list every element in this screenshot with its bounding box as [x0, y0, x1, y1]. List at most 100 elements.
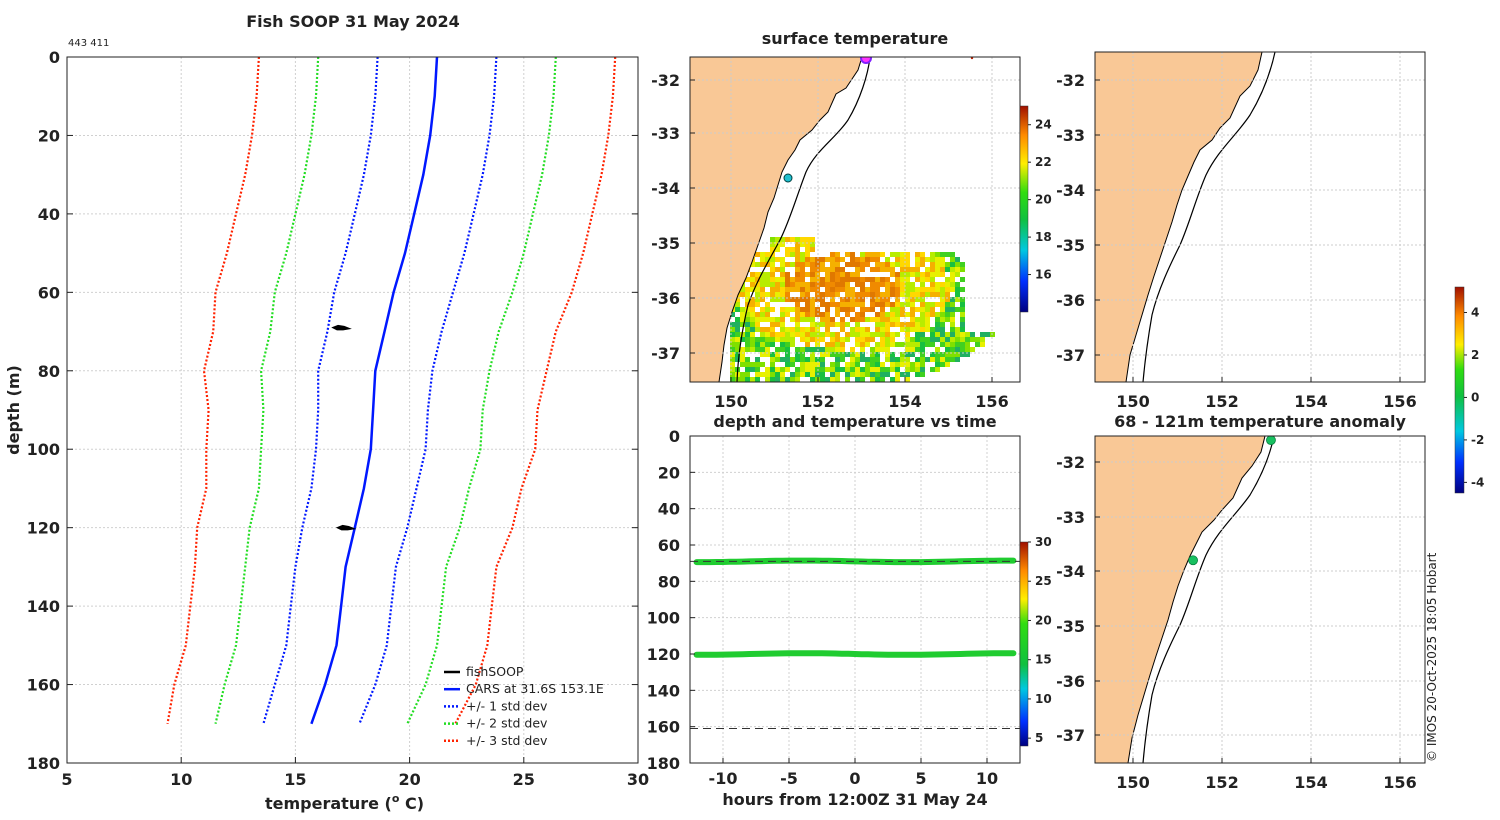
ts-xtick-label: 5 — [915, 769, 926, 788]
colorbar-tick-label: 30 — [1035, 535, 1052, 549]
map-ytick-label: -35 — [1056, 236, 1085, 255]
position-map-ticks: 150 152 154 156 -32 -33 -34 -35 -36 -37 — [1056, 71, 1417, 411]
colorbar-tick-label: 25 — [1035, 574, 1052, 588]
ts-ytick-label: 80 — [658, 572, 680, 591]
profile-grid — [66, 56, 639, 764]
profile-xlabel-tail: C) — [399, 794, 424, 813]
time-series-xlabel: hours from 12:00Z 31 May 24 — [722, 790, 987, 809]
surface-temperature-map: surface temperature 150 152 154 156 -32 -33 -3… — [651, 29, 1052, 411]
anomaly-map-ticks: 150 152 154 156 -32 -33 -34 -35 -36 -37 — [1056, 453, 1417, 792]
depth-time-chart: depth and temperature vs time -10 -5 0 5 100… — [647, 412, 1052, 809]
legend-label: +/- 2 std dev — [466, 716, 548, 731]
colorbar-tick-label: 20 — [1035, 193, 1052, 207]
ts-ytick-label: 160 — [647, 718, 680, 737]
profile-xtick-label: 5 — [61, 770, 72, 789]
map-ytick-label: -36 — [651, 289, 680, 308]
ts-ytick-label: 20 — [658, 463, 680, 482]
legend-label: CARS at 31.6S 153.1E — [466, 681, 604, 696]
colorbar-tick-label: 24 — [1035, 118, 1052, 132]
surface-map-isobath — [736, 57, 871, 382]
anomaly-points — [1188, 436, 1276, 566]
map-ytick-label: -36 — [1056, 291, 1085, 310]
map-xtick-label: 154 — [888, 392, 921, 411]
profile-xlabel: temperature (o C) — [265, 792, 424, 813]
surface-map-fish-position — [860, 57, 872, 64]
ts-xtick-label: 0 — [849, 769, 860, 788]
anomaly-map-land — [1095, 436, 1266, 763]
map-ytick-label: -32 — [1056, 71, 1085, 90]
map-ytick-label: -35 — [1056, 617, 1085, 636]
plus-1std-line — [358, 56, 498, 725]
map-xtick-label: 150 — [1116, 773, 1149, 792]
profile-ytick-label: 40 — [38, 205, 60, 224]
colorbar-tick-label: 10 — [1035, 692, 1052, 706]
colorbar-tick-label: 18 — [1035, 230, 1052, 244]
legend-label: fishSOOP — [466, 664, 524, 679]
map-xtick-label: 154 — [1294, 773, 1327, 792]
minus-1std-line — [262, 56, 379, 725]
copyright-text: © IMOS 20-Oct-2025 18:05 Hobart — [1425, 552, 1439, 762]
ts-ytick-label: 140 — [647, 681, 680, 700]
colorbar-tick-label: 20 — [1035, 613, 1052, 627]
map-xtick-label: 152 — [1205, 392, 1238, 411]
map-ytick-label: -37 — [651, 344, 680, 363]
profile-xlabel-sup: o — [392, 792, 400, 805]
colorbar-tick-label: 5 — [1035, 731, 1043, 745]
anomaly-map-title: 68 - 121m temperature anomaly — [1114, 412, 1406, 431]
position-map: 150 152 154 156 -32 -33 -34 -35 -36 -37 — [1056, 51, 1426, 411]
ts-measurement-band — [693, 650, 1017, 658]
ts-ytick-label: 60 — [658, 536, 680, 555]
time-series-title: depth and temperature vs time — [713, 412, 996, 431]
legend-label: +/- 3 std dev — [466, 733, 548, 748]
anomaly-colorbar — [1454, 286, 1465, 494]
profile-ticks: 5 10 15 20 25 30 0 20 40 60 80 100 120 140 160 180 — [27, 48, 650, 789]
profile-id-text: 443 411 — [68, 38, 109, 49]
surface-map-land — [690, 57, 863, 382]
profile-xtick-label: 30 — [627, 770, 649, 789]
time-series-bands — [690, 557, 1020, 729]
colorbar-tick-label: 0 — [1471, 390, 1479, 404]
map-ytick-label: -37 — [1056, 346, 1085, 365]
ts-ytick-label: 0 — [669, 427, 680, 446]
profile-ytick-label: 120 — [27, 519, 60, 538]
map-ytick-label: -33 — [651, 124, 680, 143]
ts-ytick-label: 180 — [647, 754, 680, 773]
ts-ytick-label: 100 — [647, 609, 680, 628]
profile-ytick-label: 80 — [38, 362, 60, 381]
colorbar-tick-label: -2 — [1471, 433, 1484, 447]
profile-ytick-label: 0 — [49, 48, 60, 67]
colorbar-tick-label: -4 — [1471, 475, 1484, 489]
surface-map-ticks: 150 152 154 156 -32 -33 -34 -35 -36 -37 — [651, 71, 1009, 411]
map-ytick-label: -37 — [1056, 726, 1085, 745]
map-ytick-label: -34 — [651, 179, 680, 198]
surface-map-title: surface temperature — [762, 29, 949, 48]
map-xtick-label: 156 — [975, 392, 1008, 411]
map-ytick-label: -35 — [651, 234, 680, 253]
map-xtick-label: 152 — [1205, 773, 1238, 792]
map-ytick-label: -34 — [1056, 562, 1085, 581]
plus-3std-line — [454, 56, 617, 725]
profile-xtick-label: 10 — [170, 770, 192, 789]
map-ytick-label: -33 — [1056, 126, 1085, 145]
ts-ytick-label: 120 — [647, 645, 680, 664]
ts-xtick-label: 10 — [976, 769, 998, 788]
map-ytick-label: -32 — [1056, 453, 1085, 472]
ts-xtick-label: -10 — [709, 769, 738, 788]
colorbar-tick-label: 4 — [1471, 305, 1479, 319]
anomaly-map: 68 - 121m temperature anomaly 150 152 154 1… — [1056, 286, 1484, 792]
map-ytick-label: -36 — [1056, 672, 1085, 691]
profile-ytick-label: 20 — [38, 126, 60, 145]
surface-colorbar — [1019, 105, 1029, 313]
fishsoop-point — [335, 524, 357, 531]
profile-ytick-label: 100 — [27, 440, 60, 459]
map-ytick-label: -32 — [651, 71, 680, 90]
profile-ytick-label: 180 — [27, 754, 60, 773]
profile-ytick-label: 160 — [27, 676, 60, 695]
plus-2std-line — [406, 56, 557, 725]
anomaly-colorbar-ticks: 4 2 0 -2 -4 — [1464, 305, 1484, 489]
ts-ytick-label: 40 — [658, 500, 680, 519]
colorbar-tick-label: 2 — [1471, 348, 1479, 362]
profile-xtick-label: 25 — [513, 770, 535, 789]
